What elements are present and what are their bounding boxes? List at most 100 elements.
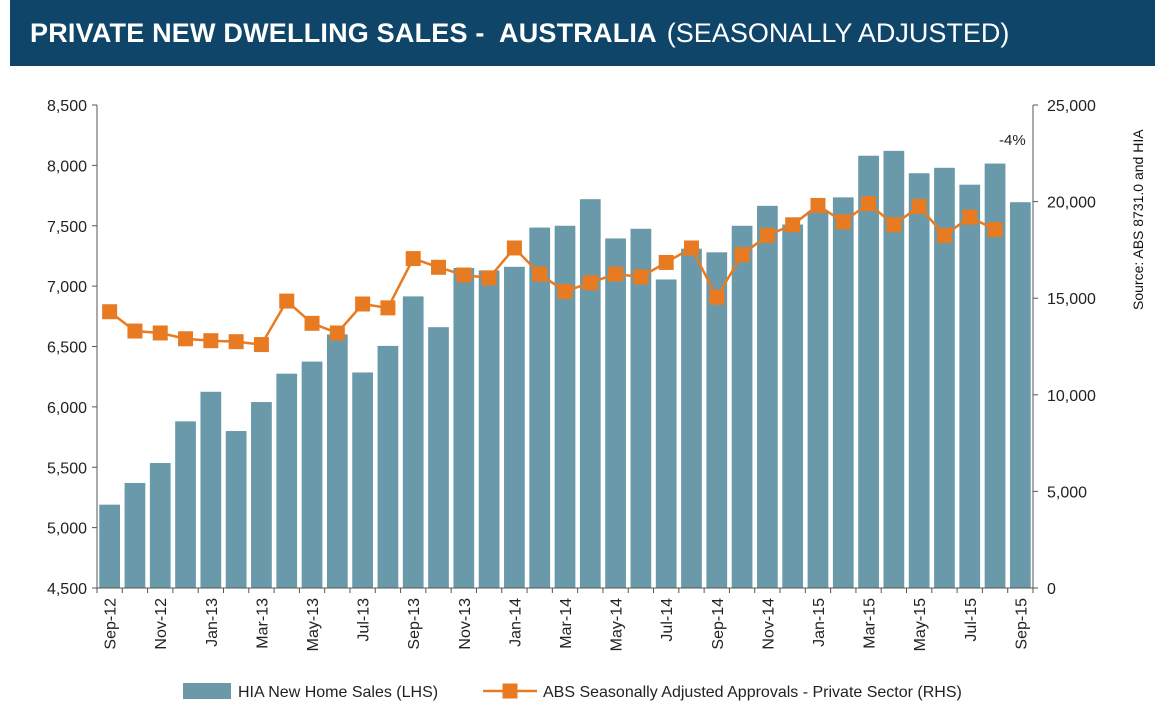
axes [92, 104, 1038, 593]
y-right-tick-label: 15,000 [1047, 291, 1096, 308]
bar-Nov-14 [757, 205, 778, 588]
bar-Dec-12 [175, 421, 196, 588]
bar-Jun-15 [934, 167, 955, 589]
bar-May-14 [605, 238, 626, 588]
y-left-tick-label: 4,500 [47, 581, 87, 598]
legend-label-line: ABS Seasonally Adjusted Approvals - Priv… [543, 684, 962, 701]
approvals-point-Sep-13 [405, 251, 421, 267]
approvals-point-Apr-14 [582, 275, 598, 291]
bar-Jul-13 [352, 372, 373, 588]
x-tick-label: Sep-13 [406, 598, 423, 650]
bar-Feb-15 [832, 197, 854, 588]
approvals-point-Apr-13 [279, 293, 295, 309]
y-right-axis-labels: 0 5,000 10,000 15,000 20,000 25,000 [1047, 98, 1096, 598]
bar-Oct-12 [124, 482, 146, 588]
y-left-tick-label: 8,000 [47, 158, 87, 175]
approvals-point-Jun-14 [633, 269, 649, 285]
bar-Aug-14 [681, 248, 702, 588]
bar-series [99, 150, 1031, 589]
x-tick-label: Jan-15 [811, 598, 828, 647]
approvals-point-Mar-15 [861, 196, 877, 212]
legend: HIA New Home Sales (LHS) ABS Seasonally A… [183, 683, 962, 701]
chart-subtitle: (SEASONALLY ADJUSTED) [666, 17, 1010, 48]
x-tick-label: Jan-14 [507, 598, 524, 647]
y-left-tick-label: 7,000 [47, 279, 87, 296]
x-tick-label: Jul-14 [659, 598, 676, 642]
bar-May-15 [908, 173, 930, 588]
bar-Sep-13 [402, 296, 424, 588]
approvals-point-Jan-15 [810, 197, 826, 213]
y-right-tick-label: 5,000 [1047, 484, 1087, 501]
bar-Dec-14 [782, 224, 804, 589]
y-right-tick-label: 10,000 [1047, 388, 1096, 405]
bar-Oct-14 [731, 225, 753, 588]
x-tick-label: Nov-12 [153, 598, 170, 650]
title-banner: PRIVATE NEW DWELLING SALES - AUSTRALIA (… [10, 0, 1155, 66]
y-left-tick-label: 5,500 [47, 460, 87, 477]
bar-Jul-15 [959, 184, 981, 588]
bar-Jun-14 [630, 228, 652, 588]
approvals-point-Sep-12 [102, 304, 118, 320]
y-right-tick-label: 25,000 [1047, 98, 1096, 115]
approvals-point-Dec-13 [481, 270, 497, 286]
bar-Nov-12 [149, 463, 171, 588]
approvals-point-Jul-15 [962, 209, 978, 225]
x-tick-label: Sep-15 [1013, 598, 1030, 650]
bar-Nov-13 [453, 268, 475, 588]
approvals-point-Oct-14 [734, 247, 750, 263]
bar-Jul-14 [655, 279, 677, 588]
approvals-point-Oct-12 [127, 323, 143, 339]
bar-Aug-13 [377, 345, 399, 588]
bar-Aug-15 [984, 163, 1006, 588]
approvals-point-Aug-14 [683, 240, 699, 256]
approvals-point-Oct-13 [431, 259, 447, 275]
y-left-tick-label: 6,000 [47, 400, 87, 417]
approvals-point-Feb-15 [835, 214, 851, 230]
approvals-point-Jul-13 [355, 296, 371, 312]
x-tick-label: May-14 [609, 598, 626, 651]
y-left-tick-label: 6,500 [47, 340, 87, 357]
x-tick-label: Sep-12 [103, 598, 120, 650]
source-note: Source: ABS 8731.0 and HIA [1130, 129, 1146, 310]
x-tick-label: Jul-13 [356, 598, 373, 642]
x-tick-label: Nov-13 [457, 598, 474, 650]
x-tick-label: Sep-14 [710, 598, 727, 650]
legend-swatch-bars [183, 683, 231, 699]
line-series [102, 196, 1003, 353]
bar-Sep-12 [99, 504, 121, 588]
approvals-point-Dec-14 [785, 217, 801, 233]
x-tick-label: Nov-14 [760, 598, 777, 650]
y-left-tick-label: 7,500 [47, 219, 87, 236]
approvals-point-Apr-15 [886, 217, 902, 233]
x-tick-label: Mar-13 [254, 598, 271, 649]
x-tick-label: Jan-13 [204, 598, 221, 647]
bar-Mar-14 [554, 225, 576, 588]
bar-Mar-15 [858, 155, 879, 588]
x-tick-label: Mar-14 [558, 598, 575, 649]
x-axis-labels: Sep-12 Nov-12 Jan-13 Mar-13 May-13 Jul-13 Sep-… [103, 598, 1031, 651]
bar-Dec-13 [478, 270, 500, 588]
x-tick-label: May-13 [305, 598, 322, 651]
bar-Jan-15 [807, 211, 829, 588]
approvals-point-Aug-15 [987, 222, 1003, 238]
approvals-point-Mar-14 [557, 283, 573, 299]
approvals-point-May-14 [608, 266, 624, 282]
legend-marker [502, 683, 518, 699]
approvals-point-Jul-14 [658, 254, 674, 270]
bar-Feb-13 [225, 431, 247, 588]
approvals-point-Jun-13 [329, 325, 345, 341]
approvals-point-Sep-14 [709, 289, 725, 305]
x-tick-label: Mar-15 [862, 598, 879, 649]
x-tick-label: May-15 [912, 598, 929, 651]
bar-Feb-14 [529, 227, 551, 588]
y-left-tick-label: 8,500 [47, 98, 87, 115]
bar-Apr-15 [883, 150, 905, 588]
approvals-point-Mar-13 [253, 337, 269, 353]
x-tick-label: Jul-15 [963, 598, 980, 642]
approvals-point-Jan-13 [203, 333, 219, 349]
bar-Oct-13 [428, 327, 449, 588]
approvals-point-Jun-15 [936, 227, 952, 243]
y-left-axis-labels: 4,500 5,000 5,500 6,000 6,500 7,000 7,500 8,000… [47, 98, 87, 598]
bar-Apr-14 [579, 199, 601, 588]
